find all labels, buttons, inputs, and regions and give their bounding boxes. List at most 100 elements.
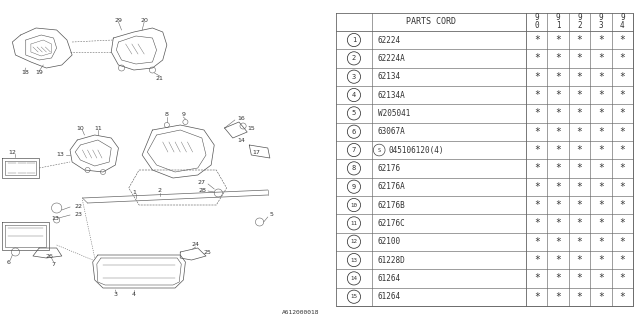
Text: 61228D: 61228D [378,256,405,265]
Text: *: * [556,90,561,100]
Text: 11: 11 [94,125,102,131]
Text: *: * [534,255,540,265]
Text: 62134A: 62134A [378,91,405,100]
Text: *: * [598,145,604,155]
Text: 2: 2 [352,55,356,61]
Text: 27: 27 [198,180,206,185]
Text: 29: 29 [115,18,122,22]
Text: *: * [598,182,604,192]
Text: *: * [534,72,540,82]
Text: 3: 3 [598,21,604,30]
Text: 62176A: 62176A [378,182,405,191]
Text: *: * [598,273,604,284]
Text: *: * [534,273,540,284]
Text: 20: 20 [140,18,148,22]
Text: *: * [620,145,625,155]
Text: *: * [620,273,625,284]
Text: *: * [598,53,604,63]
Text: 62176: 62176 [378,164,401,173]
Text: 4: 4 [620,21,625,30]
Text: *: * [598,218,604,228]
Text: 22: 22 [74,204,82,209]
Text: *: * [620,292,625,302]
Text: 23: 23 [74,212,82,217]
Text: *: * [577,145,582,155]
Text: 14: 14 [237,138,244,142]
Text: *: * [534,218,540,228]
Text: *: * [534,200,540,210]
Text: *: * [620,182,625,192]
Text: 3: 3 [113,292,117,298]
Text: *: * [598,108,604,118]
Text: 62134: 62134 [378,72,401,81]
Text: 045106120(4): 045106120(4) [388,146,444,155]
Text: *: * [577,35,582,45]
Text: S: S [378,148,381,153]
Text: *: * [598,90,604,100]
Text: *: * [556,145,561,155]
Text: *: * [620,108,625,118]
Text: 2: 2 [577,21,582,30]
Text: 6: 6 [6,260,10,265]
Text: *: * [556,164,561,173]
Text: 9: 9 [534,13,539,22]
Text: *: * [556,72,561,82]
Text: *: * [577,255,582,265]
Text: 62100: 62100 [378,237,401,246]
Text: *: * [534,237,540,247]
Text: 5: 5 [352,110,356,116]
Text: *: * [577,218,582,228]
Text: *: * [577,90,582,100]
Text: 62224A: 62224A [378,54,405,63]
Text: *: * [556,273,561,284]
Text: *: * [556,255,561,265]
Text: 9: 9 [577,13,582,22]
Text: 17: 17 [252,149,260,155]
Text: 26: 26 [45,253,53,259]
Text: 14: 14 [351,276,358,281]
Text: 6: 6 [352,129,356,135]
Text: 12: 12 [351,239,358,244]
Text: 24: 24 [192,243,200,247]
Text: *: * [534,108,540,118]
Text: *: * [534,182,540,192]
Text: 4: 4 [352,92,356,98]
Text: 9: 9 [556,13,561,22]
Text: *: * [534,90,540,100]
Text: *: * [620,255,625,265]
Text: 21: 21 [156,76,164,81]
Text: *: * [577,200,582,210]
Text: *: * [577,237,582,247]
Text: *: * [620,90,625,100]
Text: 10: 10 [76,125,84,131]
Text: 9: 9 [620,13,625,22]
Text: *: * [577,182,582,192]
Text: 15: 15 [351,294,358,299]
Text: *: * [556,292,561,302]
Text: *: * [620,164,625,173]
Text: *: * [598,200,604,210]
Text: *: * [577,292,582,302]
Text: 13: 13 [56,153,64,157]
Text: *: * [620,35,625,45]
Text: 7: 7 [352,147,356,153]
Text: *: * [556,108,561,118]
Text: *: * [534,292,540,302]
Text: *: * [598,237,604,247]
Text: 0: 0 [534,21,539,30]
Text: *: * [577,164,582,173]
Text: 11: 11 [351,221,358,226]
Text: W205041: W205041 [378,109,410,118]
Text: *: * [556,218,561,228]
Text: *: * [577,108,582,118]
Text: *: * [556,127,561,137]
Text: *: * [556,237,561,247]
Text: 3: 3 [352,74,356,80]
Text: 10: 10 [351,203,358,208]
Text: 7: 7 [52,261,56,267]
Text: *: * [620,127,625,137]
Text: *: * [598,72,604,82]
Text: *: * [598,35,604,45]
Text: *: * [620,237,625,247]
Text: 62176B: 62176B [378,201,405,210]
